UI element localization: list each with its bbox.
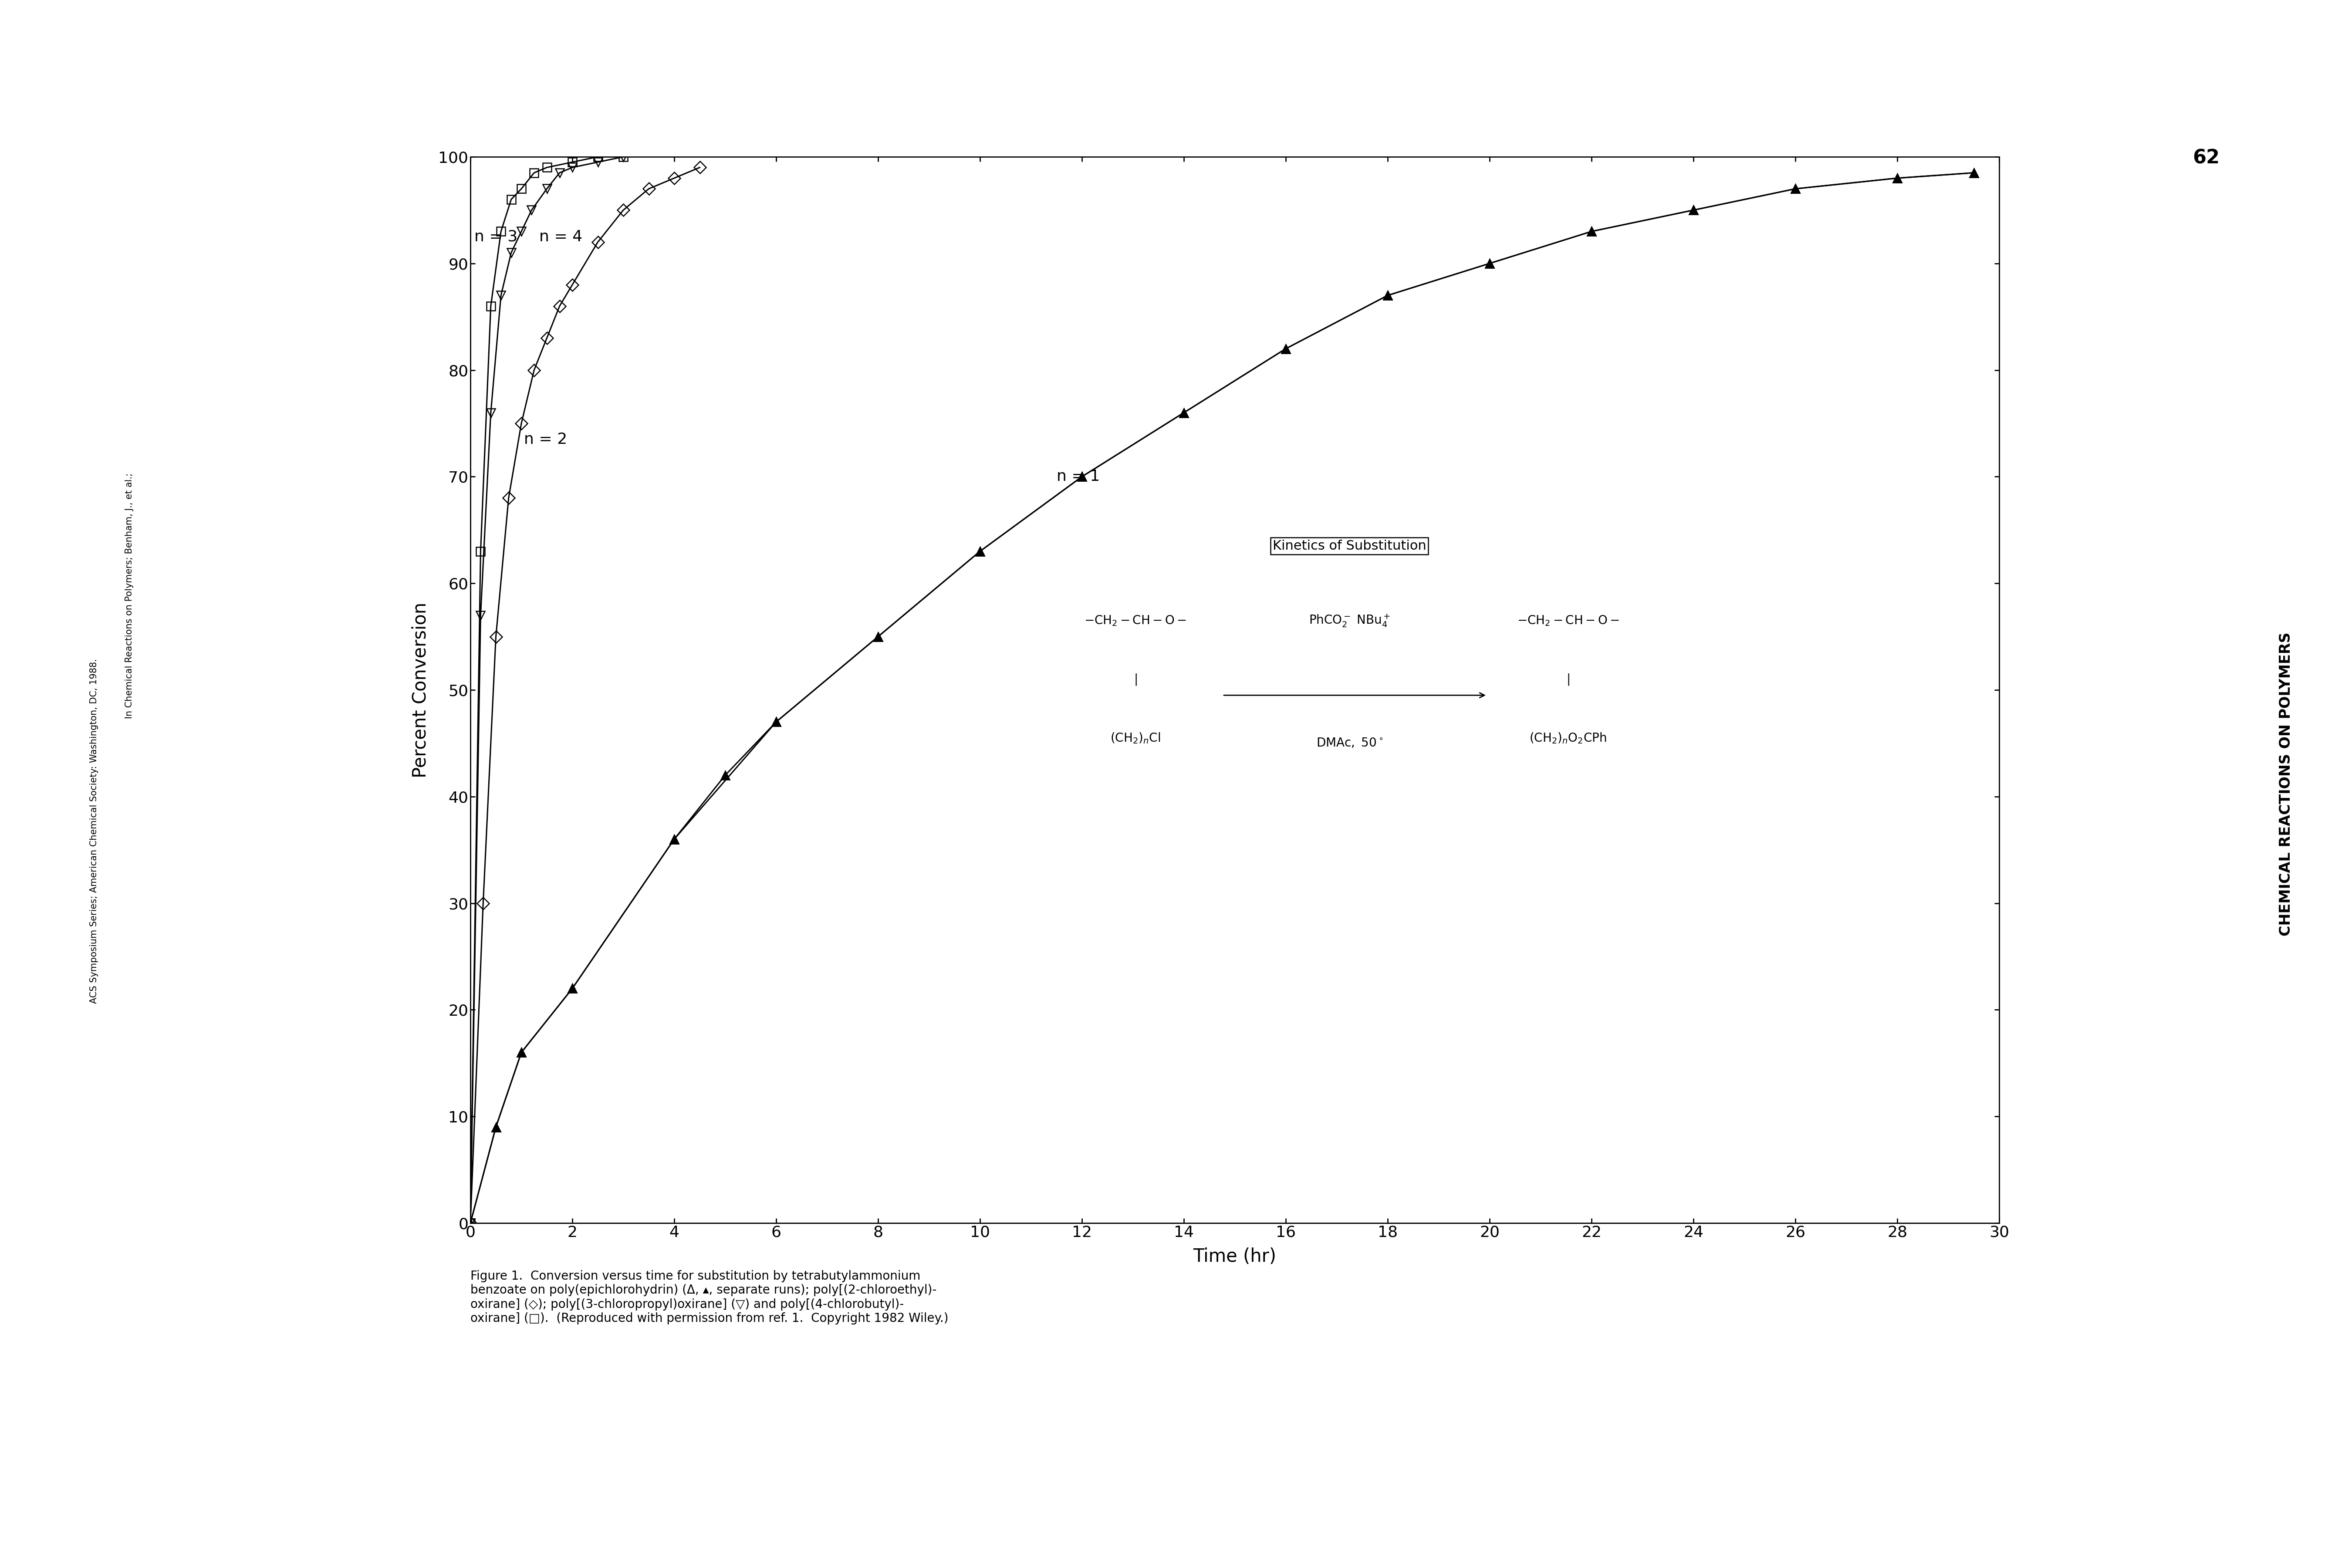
Text: 62: 62: [2192, 149, 2220, 168]
Text: $|$: $|$: [1134, 673, 1136, 687]
Text: ACS Symposium Series; American Chemical Society: Washington, DC, 1988.: ACS Symposium Series; American Chemical …: [89, 659, 99, 1004]
Text: n = 3: n = 3: [475, 229, 517, 245]
Text: n = 4: n = 4: [539, 229, 583, 245]
Text: $\mathrm{PhCO_2^-\ NBu_4^+}$: $\mathrm{PhCO_2^-\ NBu_4^+}$: [1308, 613, 1390, 629]
Text: $-\mathrm{CH_2}-\mathrm{CH}-\mathrm{O}-$: $-\mathrm{CH_2}-\mathrm{CH}-\mathrm{O}-$: [1517, 615, 1618, 627]
Text: $\mathrm{(CH_2)_{\mathit{n}}Cl}$: $\mathrm{(CH_2)_{\mathit{n}}Cl}$: [1110, 731, 1160, 745]
Text: n = 2: n = 2: [524, 431, 567, 447]
Text: $|$: $|$: [1566, 673, 1569, 687]
Text: $-\mathrm{CH_2}-\mathrm{CH}-\mathrm{O}-$: $-\mathrm{CH_2}-\mathrm{CH}-\mathrm{O}-$: [1084, 615, 1188, 627]
Text: $\mathrm{DMAc,\ 50^\circ}$: $\mathrm{DMAc,\ 50^\circ}$: [1317, 737, 1383, 750]
X-axis label: Time (hr): Time (hr): [1192, 1247, 1277, 1265]
Text: Kinetics of Substitution: Kinetics of Substitution: [1272, 539, 1425, 552]
Text: In Chemical Reactions on Polymers; Benham, J., et al.;: In Chemical Reactions on Polymers; Benha…: [125, 474, 134, 718]
Text: Figure 1.  Conversion versus time for substitution by tetrabutylammonium
benzoat: Figure 1. Conversion versus time for sub…: [470, 1270, 948, 1325]
Y-axis label: Percent Conversion: Percent Conversion: [412, 602, 430, 778]
Text: n = 1: n = 1: [1056, 469, 1101, 485]
Text: $\mathrm{(CH_2)_{\mathit{n}}O_2CPh}$: $\mathrm{(CH_2)_{\mathit{n}}O_2CPh}$: [1529, 731, 1606, 745]
Text: CHEMICAL REACTIONS ON POLYMERS: CHEMICAL REACTIONS ON POLYMERS: [2279, 632, 2293, 936]
